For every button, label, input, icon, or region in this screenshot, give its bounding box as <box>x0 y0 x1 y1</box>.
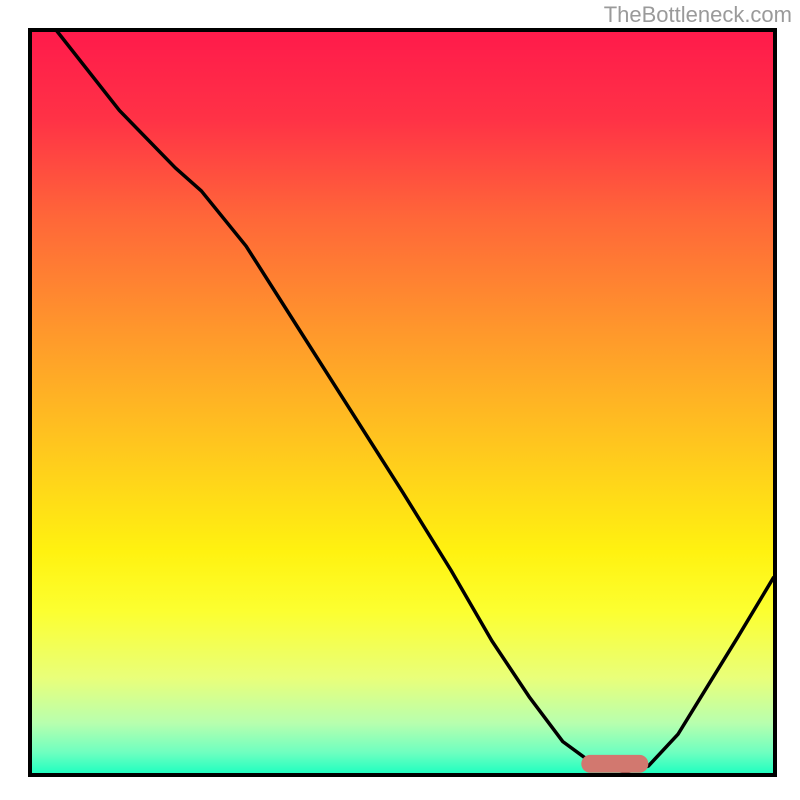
chart-root: TheBottleneck.com <box>0 0 800 800</box>
plot-background <box>30 30 775 775</box>
bottleneck-chart <box>0 0 800 800</box>
watermark-text: TheBottleneck.com <box>604 2 792 28</box>
optimal-marker <box>581 755 648 773</box>
